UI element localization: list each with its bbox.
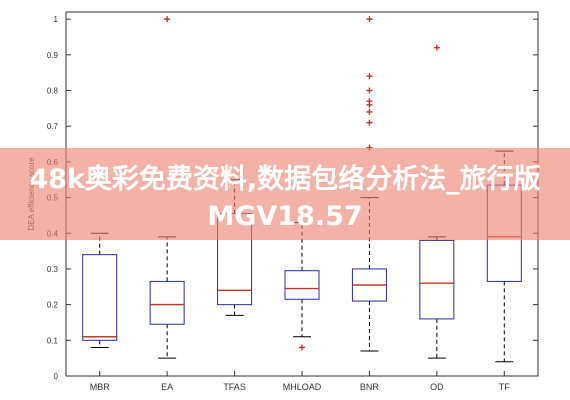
x-tick-label: EA	[161, 382, 173, 392]
box-iqr	[419, 239, 455, 320]
watermark-band	[0, 148, 570, 240]
outlier-point	[366, 73, 373, 80]
outlier-point	[299, 344, 305, 351]
y-tick-label: 1	[54, 15, 59, 24]
outlier-point	[366, 101, 373, 108]
x-tick-label: BNR	[360, 382, 380, 392]
y-tick-label: 0.1	[47, 336, 59, 345]
x-tick-label: TF	[499, 382, 510, 392]
box-iqr	[284, 270, 320, 300]
y-tick-label: 0.3	[47, 265, 59, 274]
watermark-text: 48k奥彩免费资料,数据包络分析法_旅行版MGV18.57	[29, 164, 541, 232]
outlier-point	[164, 16, 171, 23]
outlier-point	[366, 119, 373, 126]
outlier-point	[366, 108, 373, 115]
x-tick-label: MHLOAD	[283, 382, 322, 392]
box-iqr	[149, 280, 185, 325]
y-tick-label: 0.2	[47, 301, 59, 310]
x-tick-label: MBR	[90, 382, 111, 392]
y-tick-label: 0	[54, 372, 59, 381]
outlier-point	[366, 16, 373, 23]
y-tick-label: 0.7	[47, 122, 59, 131]
outlier-point	[433, 44, 440, 51]
x-tick-label: OD	[430, 382, 444, 392]
y-tick-label: 0.8	[47, 87, 59, 96]
outlier-point	[366, 87, 373, 94]
box-iqr	[82, 254, 118, 341]
x-tick-label: TFAS	[223, 382, 246, 392]
y-tick-label: 0.9	[47, 51, 59, 60]
